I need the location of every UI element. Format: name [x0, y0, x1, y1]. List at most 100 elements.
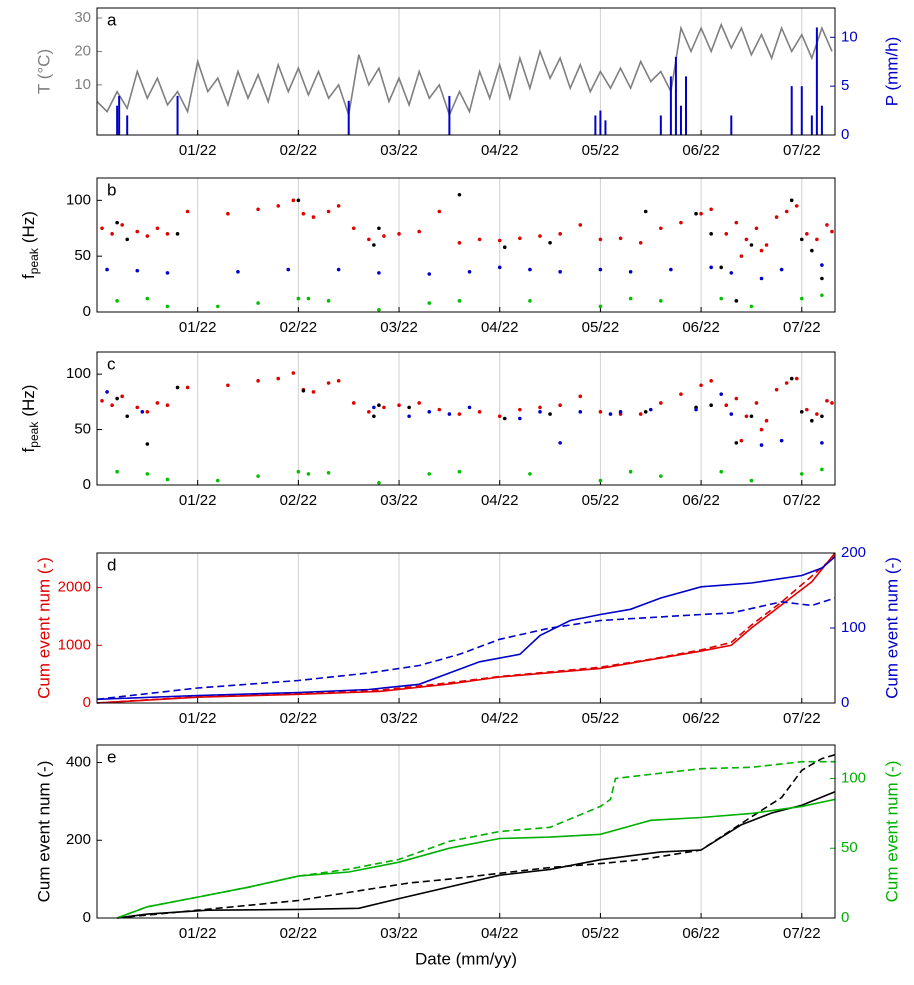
point	[125, 237, 130, 242]
point	[558, 232, 562, 236]
point	[789, 376, 794, 381]
panel: 01/22 02/22 03/22 04/22 05/22 06/22 07/22 0 50 10…	[19, 351, 836, 509]
point	[145, 296, 150, 301]
x-tick-label: 07/22	[783, 319, 821, 336]
point	[659, 299, 663, 303]
point	[256, 301, 260, 305]
panel: 01/22 02/22 03/22 04/22 05/22 06/22 07/2201000…	[34, 544, 901, 727]
point	[815, 237, 819, 242]
line	[117, 753, 836, 919]
point	[382, 234, 386, 238]
point	[336, 379, 341, 383]
panel-label: b	[107, 180, 116, 199]
point	[734, 396, 739, 401]
point	[548, 240, 552, 245]
point	[805, 407, 809, 412]
y2-axis-label: Cum event num (-)	[882, 761, 901, 903]
y2-tick-label: 0	[841, 126, 849, 143]
point	[447, 412, 452, 416]
point	[497, 238, 502, 243]
point	[628, 270, 633, 274]
point	[382, 405, 386, 410]
y-tick-label: 0	[83, 694, 91, 711]
point	[407, 405, 411, 410]
point	[226, 383, 230, 388]
point	[115, 220, 119, 225]
point	[397, 403, 401, 408]
point	[799, 410, 804, 414]
point	[372, 405, 376, 410]
point	[377, 226, 381, 231]
panel: 01/22 02/22 03/22 04/22 05/22 06/22 07/22 10 20 3…	[34, 7, 901, 159]
point	[326, 209, 331, 214]
point	[301, 388, 306, 393]
point	[306, 296, 311, 301]
y2-axis-label: Cum event num (-)	[882, 557, 901, 699]
x-tick-label: 01/22	[179, 710, 217, 727]
point	[779, 438, 784, 443]
x-tick-label: 06/22	[682, 142, 720, 159]
y2-tick-label: 50	[841, 839, 858, 856]
point	[548, 412, 552, 416]
point	[165, 477, 170, 482]
point	[518, 236, 522, 241]
point	[709, 403, 713, 408]
point	[291, 371, 296, 375]
point	[165, 304, 170, 309]
point	[749, 414, 754, 419]
x-tick-label: 04/22	[481, 319, 519, 336]
point	[719, 296, 724, 301]
plot-frame	[96, 552, 836, 704]
y-axis-label-part: f	[19, 447, 38, 452]
point	[216, 304, 220, 309]
point	[291, 198, 296, 203]
point	[608, 412, 613, 416]
point	[759, 427, 764, 432]
point	[810, 418, 814, 423]
point	[457, 469, 462, 474]
plot-frame	[96, 177, 836, 313]
point	[100, 226, 104, 231]
point	[734, 299, 739, 303]
point	[457, 299, 462, 303]
point	[744, 414, 749, 419]
point	[784, 381, 789, 385]
y2-tick-label: 0	[841, 909, 849, 926]
point	[643, 209, 648, 214]
x-tick-label: 01/22	[179, 925, 217, 942]
point	[467, 405, 472, 410]
point	[779, 267, 784, 272]
point	[810, 248, 814, 253]
y2-tick-label: 5	[841, 77, 849, 94]
point	[120, 223, 124, 227]
point	[558, 270, 562, 274]
point	[598, 478, 603, 483]
point	[820, 293, 824, 298]
y-axis-label: T (°C)	[34, 49, 53, 94]
point	[311, 390, 316, 394]
x-tick-label: 02/22	[280, 492, 318, 509]
point	[125, 414, 130, 419]
point	[120, 394, 124, 399]
point	[699, 211, 703, 216]
x-tick-label: 07/22	[783, 492, 821, 509]
point	[286, 267, 291, 272]
point	[105, 390, 109, 394]
line	[96, 597, 836, 701]
x-tick-label: 04/22	[481, 492, 519, 509]
point	[528, 267, 532, 272]
y-tick-label: 0	[83, 909, 91, 926]
point	[820, 467, 824, 472]
point	[377, 480, 381, 485]
point	[256, 379, 260, 383]
line	[96, 556, 836, 701]
point	[110, 403, 114, 408]
y-axis-label: fpeak (Hz)	[19, 385, 41, 453]
point	[759, 276, 764, 281]
y-tick-label: 50	[74, 421, 91, 438]
point	[145, 472, 150, 476]
x-tick-label: 05/22	[582, 142, 620, 159]
point	[427, 410, 432, 414]
